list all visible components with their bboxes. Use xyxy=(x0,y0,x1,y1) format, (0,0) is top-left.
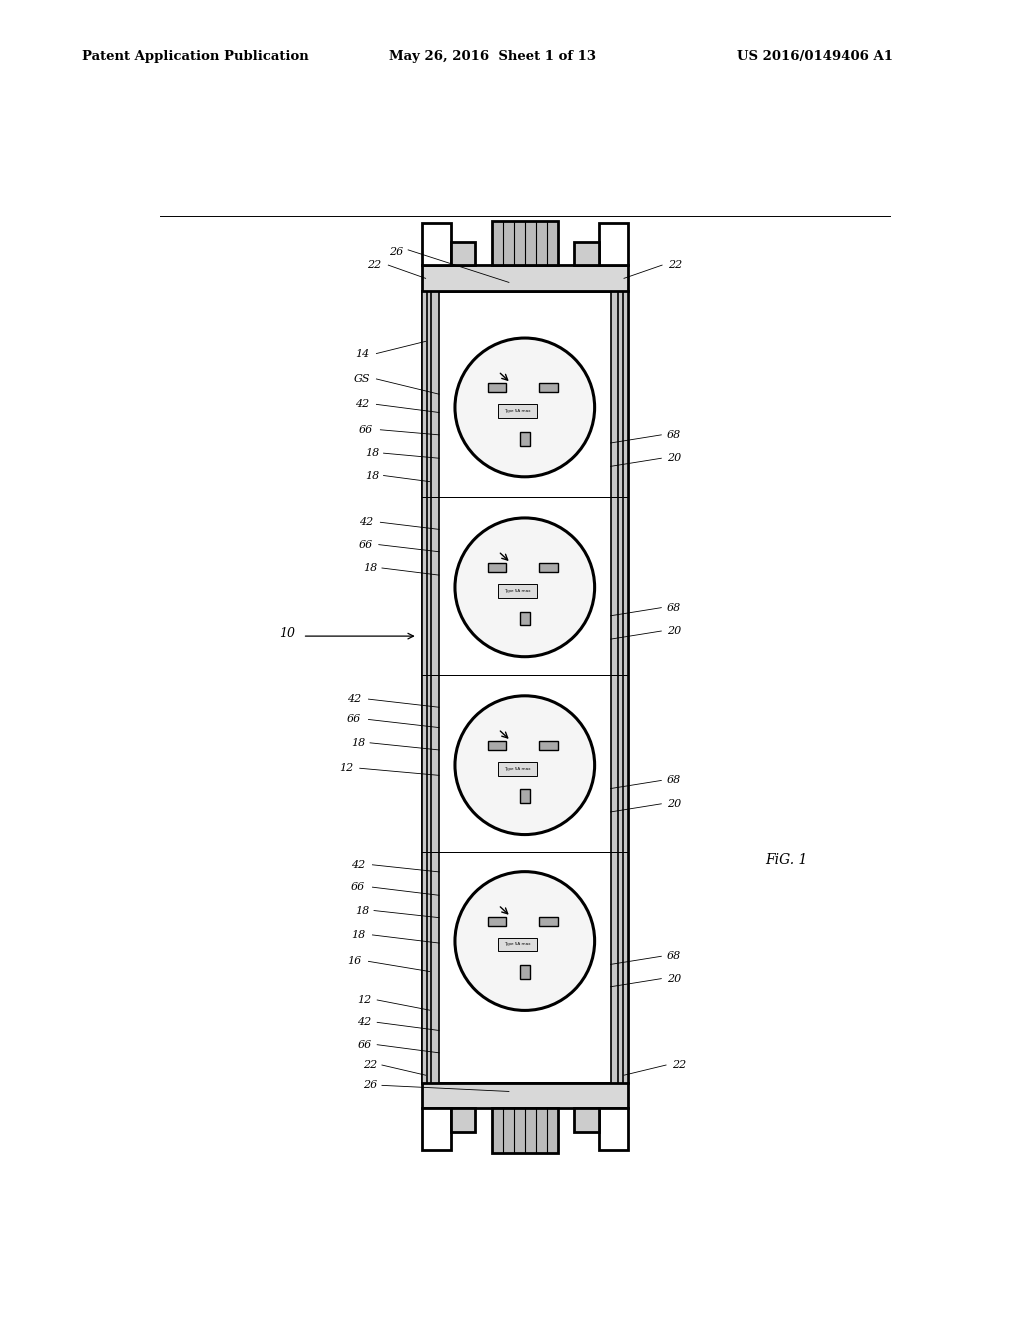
Text: 42: 42 xyxy=(355,400,370,409)
Text: FiG. 1: FiG. 1 xyxy=(766,853,808,867)
Bar xyxy=(488,917,506,927)
Text: GS: GS xyxy=(354,374,371,384)
Text: Type 5A max: Type 5A max xyxy=(504,409,530,413)
Text: 20: 20 xyxy=(667,453,681,463)
Bar xyxy=(488,384,506,392)
Text: 12: 12 xyxy=(357,995,372,1005)
Text: 18: 18 xyxy=(351,929,366,940)
Text: 26: 26 xyxy=(362,1080,377,1090)
Bar xyxy=(499,404,537,418)
Bar xyxy=(422,290,628,1084)
Text: 16: 16 xyxy=(347,957,361,966)
Bar xyxy=(451,243,475,265)
Bar xyxy=(599,1109,628,1151)
Bar xyxy=(610,290,628,1084)
Text: 22: 22 xyxy=(367,260,381,271)
Text: 20: 20 xyxy=(667,974,681,983)
Text: 42: 42 xyxy=(357,1018,372,1027)
Bar xyxy=(519,611,530,626)
Bar xyxy=(422,1084,628,1109)
Bar xyxy=(488,742,506,750)
Text: May 26, 2016  Sheet 1 of 13: May 26, 2016 Sheet 1 of 13 xyxy=(389,50,596,63)
Text: 20: 20 xyxy=(667,799,681,809)
Bar xyxy=(492,1109,558,1152)
Bar xyxy=(499,583,537,598)
Ellipse shape xyxy=(455,696,595,834)
Bar xyxy=(519,432,530,446)
Text: 18: 18 xyxy=(351,738,366,748)
Text: 18: 18 xyxy=(366,470,380,480)
Text: 14: 14 xyxy=(355,348,370,359)
Ellipse shape xyxy=(455,871,595,1010)
Bar xyxy=(499,937,537,952)
Text: 12: 12 xyxy=(339,763,353,774)
Bar xyxy=(539,384,558,392)
Text: 66: 66 xyxy=(357,1040,372,1049)
Text: 68: 68 xyxy=(667,603,681,612)
Text: 66: 66 xyxy=(359,425,373,434)
Text: Type 5A max: Type 5A max xyxy=(504,767,530,771)
Text: 66: 66 xyxy=(351,882,366,892)
Bar xyxy=(519,965,530,979)
Bar xyxy=(488,564,506,573)
Bar xyxy=(422,1109,451,1151)
Bar xyxy=(422,290,439,1084)
Ellipse shape xyxy=(455,517,595,657)
Text: US 2016/0149406 A1: US 2016/0149406 A1 xyxy=(737,50,893,63)
Text: 22: 22 xyxy=(673,1060,687,1071)
Text: 20: 20 xyxy=(667,626,681,636)
Text: 22: 22 xyxy=(669,260,683,271)
Text: Type 5A max: Type 5A max xyxy=(504,942,530,946)
Bar xyxy=(492,222,558,265)
Text: 26: 26 xyxy=(389,247,403,257)
Bar xyxy=(422,265,628,290)
Text: 68: 68 xyxy=(667,775,681,785)
Bar xyxy=(599,223,628,265)
Text: 18: 18 xyxy=(362,564,377,573)
Text: 66: 66 xyxy=(359,540,373,549)
Text: 68: 68 xyxy=(667,952,681,961)
Text: 68: 68 xyxy=(667,430,681,440)
Text: 22: 22 xyxy=(362,1060,377,1071)
Text: 10: 10 xyxy=(279,627,295,640)
Text: 18: 18 xyxy=(355,906,370,916)
Bar xyxy=(539,564,558,573)
Bar xyxy=(422,223,451,265)
Text: 66: 66 xyxy=(347,714,361,725)
Text: 42: 42 xyxy=(359,517,373,527)
Bar xyxy=(574,243,599,265)
Text: 42: 42 xyxy=(347,694,361,704)
Bar xyxy=(574,1109,599,1131)
Bar xyxy=(539,742,558,750)
Bar xyxy=(539,917,558,927)
Bar xyxy=(451,1109,475,1131)
Bar xyxy=(519,789,530,804)
Bar xyxy=(499,762,537,776)
Text: Patent Application Publication: Patent Application Publication xyxy=(82,50,308,63)
Text: 42: 42 xyxy=(351,859,366,870)
Ellipse shape xyxy=(455,338,595,477)
Text: Type 5A max: Type 5A max xyxy=(504,589,530,593)
Text: 18: 18 xyxy=(366,449,380,458)
